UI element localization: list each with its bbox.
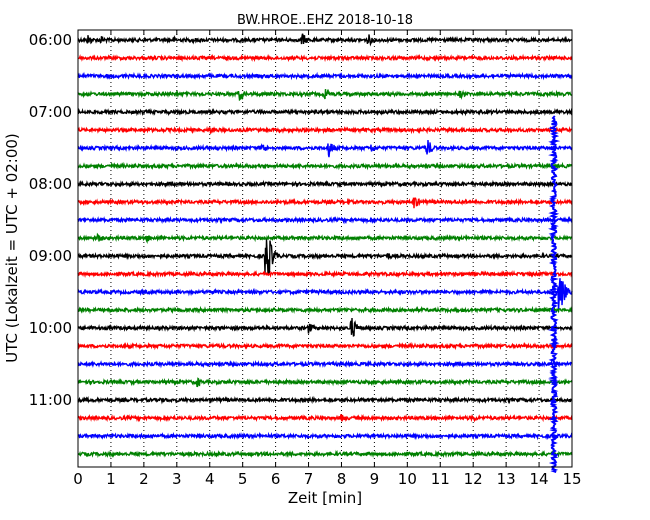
big-event-trace	[547, 115, 561, 473]
y-tick-label: 10:00	[29, 319, 72, 337]
x-tick-label: 13	[497, 470, 516, 488]
x-tick-label: 9	[370, 470, 380, 488]
x-tick-label: 5	[238, 470, 248, 488]
x-tick-label: 8	[337, 470, 347, 488]
trace-1130	[77, 431, 573, 441]
trace-0930	[77, 278, 573, 312]
y-tick-label: 09:00	[29, 247, 72, 265]
trace-0915	[77, 269, 573, 279]
trace-0830	[77, 215, 573, 225]
x-axis: 0 1 2 3 4 5 6 7 8 9 10 11 12 13 14 15	[73, 30, 582, 488]
trace-1000	[77, 318, 573, 337]
x-tick-label: 1	[106, 470, 116, 488]
x-axis-label: Zeit [min]	[288, 489, 362, 507]
trace-1030	[77, 359, 573, 369]
plot-frame	[77, 29, 573, 468]
trace-0615	[77, 53, 573, 63]
x-tick-label: 4	[205, 470, 215, 488]
trace-0700	[77, 107, 573, 117]
trace-0800	[77, 179, 573, 189]
trace-0630	[77, 71, 573, 81]
y-tick-label: 07:00	[29, 103, 72, 121]
x-tick-label: 11	[431, 470, 450, 488]
x-tick-label: 15	[562, 470, 581, 488]
trace-0730	[77, 139, 573, 158]
y-axis: 06:00 07:00 08:00 09:00 10:00 11:00	[29, 31, 572, 409]
trace-0600	[77, 33, 573, 47]
y-tick-label: 06:00	[29, 31, 72, 49]
trace-0900	[77, 239, 573, 275]
y-tick-label: 11:00	[29, 391, 72, 409]
trace-1100	[77, 395, 573, 405]
chart-title: BW.HROE..EHZ 2018-10-18	[237, 13, 413, 28]
trace-1045	[77, 377, 573, 388]
x-tick-label: 7	[304, 470, 314, 488]
trace-0645	[77, 89, 573, 102]
trace-0815	[77, 197, 573, 209]
x-tick-label: 0	[73, 470, 83, 488]
trace-1115	[77, 413, 573, 423]
x-tick-label: 10	[398, 470, 417, 488]
x-tick-label: 6	[271, 470, 281, 488]
trace-1145	[77, 449, 573, 459]
x-tick-label: 3	[172, 470, 182, 488]
y-axis-label: UTC (Lokalzeit = UTC + 02:00)	[3, 133, 21, 363]
trace-0945	[77, 305, 573, 315]
traces	[77, 33, 573, 473]
trace-0745	[77, 161, 573, 171]
trace-1015	[77, 341, 573, 351]
grid	[110, 30, 540, 467]
trace-0715	[77, 125, 573, 135]
x-tick-label: 14	[530, 470, 549, 488]
x-tick-label: 12	[464, 470, 483, 488]
y-tick-label: 08:00	[29, 175, 72, 193]
trace-0845	[77, 232, 573, 244]
x-tick-label: 2	[139, 470, 149, 488]
